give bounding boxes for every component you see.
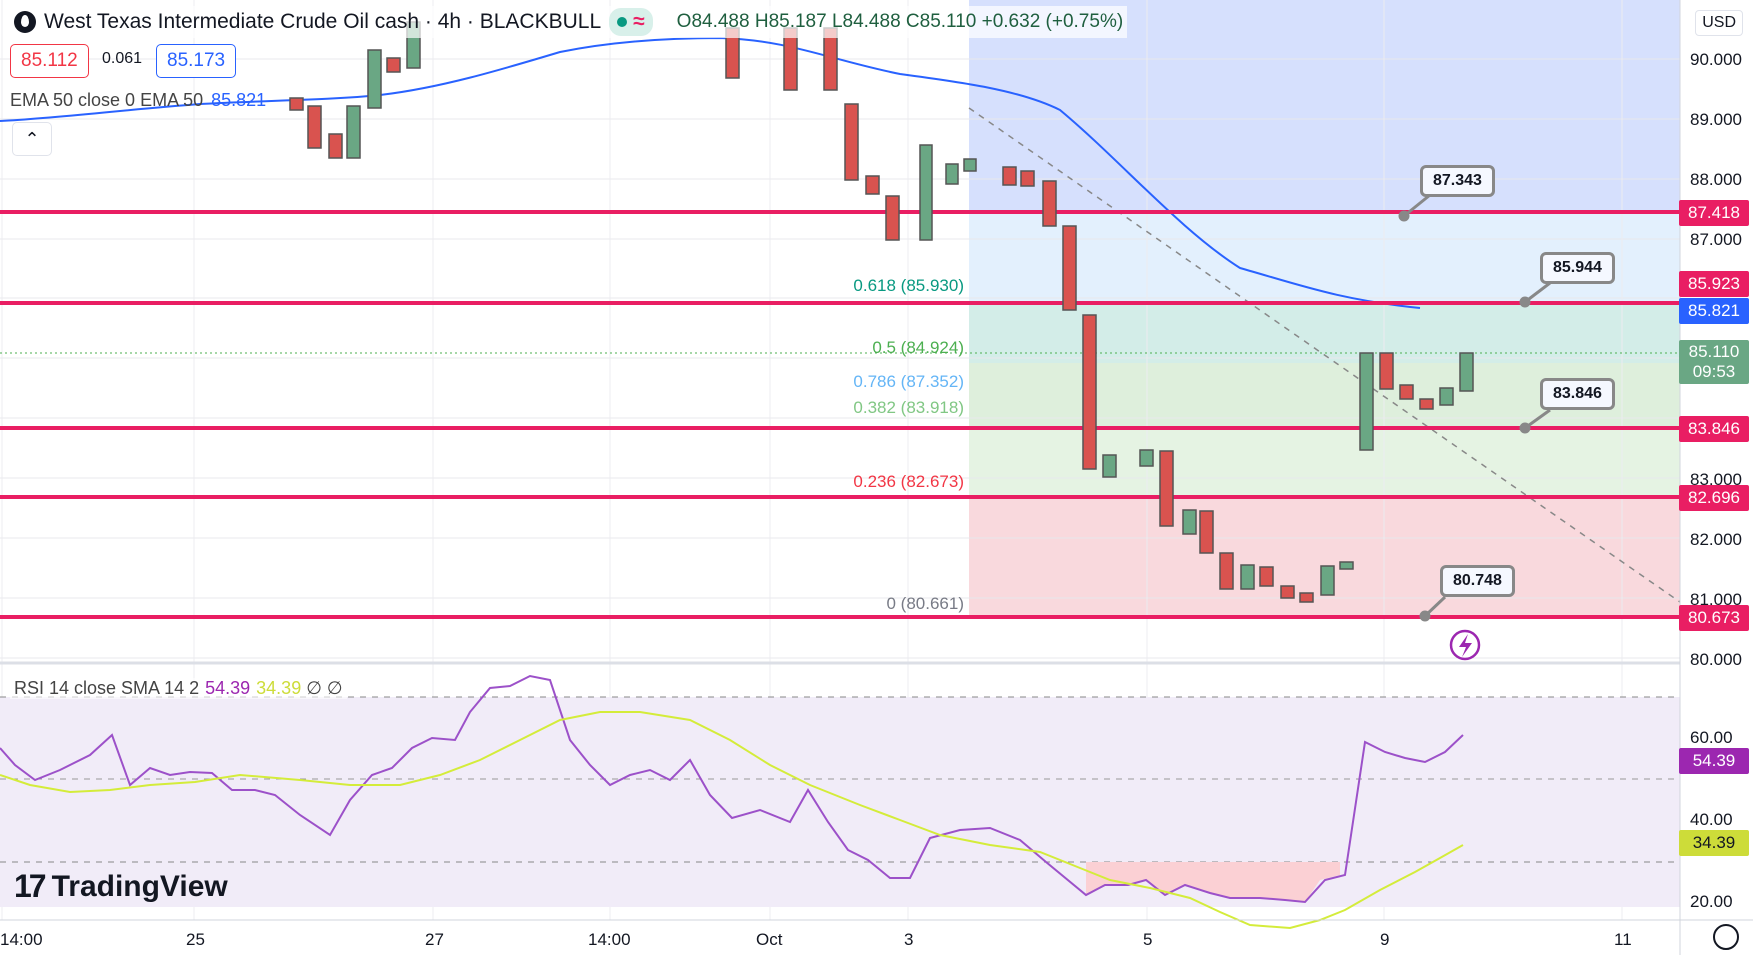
price-tag-87418: 87.418 <box>1679 200 1749 226</box>
chevron-up-icon: ⌃ <box>24 128 40 149</box>
wave-icon: ≈ <box>633 10 645 33</box>
ohlc-values: O84.488 H85.187 L84.488 C85.110 +0.632 (… <box>676 11 1124 32</box>
price-tag-83846: 83.846 <box>1679 416 1749 442</box>
callout-87343[interactable]: 87.343 <box>1420 165 1495 197</box>
rsi-legend[interactable]: RSI 14 close SMA 14 2 54.39 34.39 ∅ ∅ <box>10 678 347 699</box>
rsi-label: RSI 14 close SMA 14 2 <box>14 678 200 698</box>
fib-level-05: 0.5 (84.924) <box>872 338 964 357</box>
market-open-dot-icon <box>617 17 628 27</box>
ema-value: 85.821 <box>211 90 267 110</box>
lightning-icon[interactable] <box>1449 629 1481 661</box>
time-tick: Oct <box>756 930 783 949</box>
symbol-title[interactable]: West Texas Intermediate Crude Oil cash ·… <box>44 10 602 33</box>
rsi-tick: 40.00 <box>1690 810 1733 829</box>
price-tick: 90.000 <box>1690 50 1742 69</box>
sell-button[interactable]: 85.112 <box>10 44 89 78</box>
time-tick: 27 <box>425 930 444 949</box>
ema-label: EMA 50 close 0 EMA 50 <box>10 90 204 110</box>
time-tick: 9 <box>1380 930 1390 949</box>
buy-button[interactable]: 85.173 <box>156 44 237 78</box>
rsi-extra-1: ∅ <box>306 678 322 698</box>
fib-level-0618: 0.618 (85.930) <box>853 276 964 295</box>
time-tick: 14:00 <box>588 930 631 949</box>
tradingview-logo[interactable]: 17 TradingView <box>14 868 228 904</box>
rsi-extra-2: ∅ <box>326 678 343 698</box>
price-tag-82696: 82.696 <box>1679 485 1749 511</box>
tv-logo-icon: 17 <box>14 868 47 904</box>
fib-level-0382: 0.382 (83.918) <box>853 398 964 417</box>
time-tick: 11 <box>1614 930 1632 949</box>
price-tick: 81.000 <box>1690 590 1742 609</box>
time-tick: 3 <box>904 930 914 949</box>
price-tag-85923: 85.923 <box>1679 271 1749 297</box>
rsi-value: 54.39 <box>205 678 251 698</box>
oil-drop-icon <box>14 11 36 33</box>
time-tick: 14:00 <box>0 930 43 949</box>
ema-legend[interactable]: EMA 50 close 0 EMA 50 85.821 <box>10 90 266 111</box>
price-tick: 89.000 <box>1690 110 1742 129</box>
rsi-tag: 54.39 <box>1679 748 1749 774</box>
price-tick: 87.000 <box>1690 230 1742 249</box>
fib-level-0: 0 (80.661) <box>886 594 965 613</box>
rsi-sma-value: 34.39 <box>256 678 302 698</box>
price-tag-80673: 80.673 <box>1679 605 1749 631</box>
market-status[interactable]: ≈ <box>609 8 653 36</box>
fib-level-0236: 0.236 (82.673) <box>853 472 964 491</box>
settings-gear-icon[interactable] <box>1713 924 1739 950</box>
callout-83846[interactable]: 83.846 <box>1540 378 1615 410</box>
price-tick: 88.000 <box>1690 170 1742 189</box>
price-tag-ema: 85.821 <box>1679 298 1749 324</box>
fib-level-0786: 0.786 (87.352) <box>853 372 964 391</box>
callout-80748[interactable]: 80.748 <box>1440 565 1515 597</box>
callout-85944[interactable]: 85.944 <box>1540 252 1615 284</box>
time-tick: 25 <box>186 930 205 949</box>
time-tick: 5 <box>1143 930 1153 949</box>
collapse-legend-button[interactable]: ⌃ <box>12 122 52 156</box>
symbol-legend[interactable]: West Texas Intermediate Crude Oil cash ·… <box>10 6 1128 38</box>
rsi-tick: 20.00 <box>1690 892 1733 911</box>
price-tick: 82.000 <box>1690 530 1742 549</box>
currency-selector[interactable]: USD <box>1695 10 1743 36</box>
rsi-tick: 60.00 <box>1690 728 1733 747</box>
price-tag-last: 85.110 09:53 <box>1679 340 1749 384</box>
price-tick: 83.000 <box>1690 470 1742 489</box>
price-tick: 80.000 <box>1690 650 1742 669</box>
rsi-sma-tag: 34.39 <box>1679 830 1749 856</box>
spread-value: 0.061 <box>102 50 143 67</box>
